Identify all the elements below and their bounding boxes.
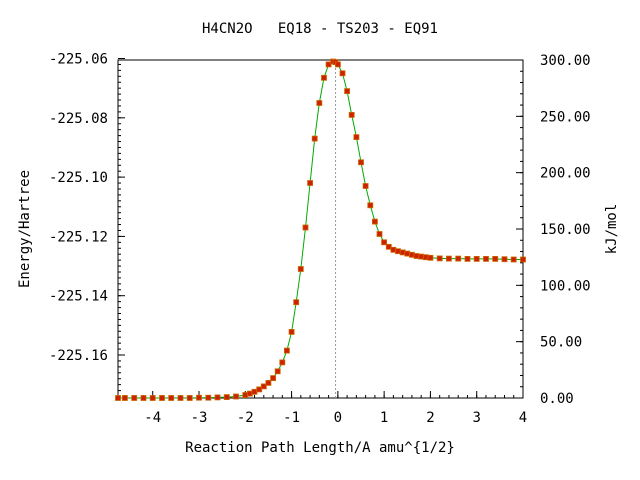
data-point bbox=[520, 256, 526, 263]
data-point bbox=[455, 255, 462, 262]
data-point bbox=[362, 183, 369, 189]
data-point bbox=[436, 255, 443, 262]
data-point bbox=[371, 218, 378, 225]
data-point bbox=[274, 368, 281, 375]
data-point bbox=[293, 299, 300, 306]
data-point bbox=[501, 256, 508, 263]
data-point bbox=[483, 255, 489, 262]
plot-frame bbox=[117, 59, 524, 399]
data-point bbox=[149, 395, 156, 401]
x-tick-label: 0 bbox=[334, 410, 342, 426]
data-point bbox=[445, 255, 452, 262]
x-axis-label: Reaction Path Length/A amu^{1/2} bbox=[185, 440, 455, 456]
data-point bbox=[131, 395, 138, 401]
data-point bbox=[510, 256, 517, 263]
data-point bbox=[251, 388, 258, 395]
data-point bbox=[223, 394, 230, 401]
y2-tick-label: 250.00 bbox=[540, 109, 591, 125]
x-tick-label: 1 bbox=[380, 410, 388, 426]
data-point bbox=[260, 383, 267, 390]
x-axis: -4 -3 -2 -1 0 1 2 3 4 bbox=[124, 391, 527, 426]
data-point bbox=[381, 239, 388, 246]
series-line bbox=[118, 60, 523, 399]
data-point bbox=[186, 395, 193, 401]
x-tick-label: 3 bbox=[472, 410, 480, 426]
data-point bbox=[270, 375, 277, 382]
y2-tick-label: 300.00 bbox=[540, 53, 591, 69]
y-axis-left: -225.06 -225.08 -225.10 -225.12 -225.14 -225.… bbox=[49, 52, 125, 398]
data-point bbox=[395, 248, 401, 255]
y-axis-right: 0.00 50.00 100.00 150.00 200.00 250.00 300.00 bbox=[516, 53, 591, 407]
y2-axis-label: kJ/mol bbox=[604, 204, 620, 255]
data-point bbox=[353, 134, 360, 141]
data-point bbox=[302, 224, 309, 231]
data-point bbox=[279, 359, 286, 366]
data-point bbox=[348, 112, 355, 118]
data-point bbox=[168, 395, 175, 401]
data-point bbox=[413, 253, 420, 259]
data-point bbox=[140, 395, 147, 401]
data-point bbox=[473, 255, 480, 262]
y-tick-label: -225.12 bbox=[49, 229, 108, 245]
x-tick-label: -1 bbox=[283, 410, 300, 426]
x-tick-label: -4 bbox=[144, 410, 161, 426]
data-point bbox=[297, 266, 304, 272]
data-point bbox=[492, 255, 499, 262]
data-point bbox=[265, 379, 272, 386]
data-point bbox=[344, 88, 351, 94]
data-point bbox=[115, 395, 121, 401]
y-tick-label: -225.14 bbox=[49, 289, 108, 305]
data-point bbox=[214, 394, 221, 401]
y2-tick-label: 200.00 bbox=[540, 166, 591, 182]
data-point bbox=[464, 255, 471, 262]
data-point bbox=[159, 395, 165, 401]
x-tick-label: 2 bbox=[426, 410, 434, 426]
x-tick-label: -3 bbox=[191, 410, 208, 426]
data-point bbox=[376, 231, 383, 237]
data-point bbox=[283, 347, 290, 354]
data-point bbox=[196, 394, 202, 401]
y2-tick-label: 0.00 bbox=[540, 391, 574, 407]
y-axis-label: Energy/Hartree bbox=[17, 170, 33, 288]
data-point bbox=[307, 180, 314, 186]
data-point bbox=[311, 135, 318, 142]
data-point bbox=[233, 393, 239, 400]
data-point bbox=[205, 394, 212, 401]
y-tick-label: -225.16 bbox=[49, 348, 108, 364]
series-layer bbox=[115, 58, 526, 401]
data-point bbox=[256, 386, 263, 393]
data-point bbox=[321, 74, 327, 81]
y-tick-label: -225.10 bbox=[49, 170, 108, 186]
data-point bbox=[288, 328, 295, 335]
data-point bbox=[385, 243, 392, 250]
data-point bbox=[325, 61, 332, 68]
data-point bbox=[339, 70, 346, 77]
y2-tick-label: 100.00 bbox=[540, 278, 591, 294]
data-point bbox=[358, 159, 364, 166]
y-tick-label: -225.08 bbox=[49, 111, 108, 127]
x-tick-label: 4 bbox=[519, 410, 527, 426]
y2-tick-label: 50.00 bbox=[540, 335, 582, 351]
data-point bbox=[334, 61, 341, 68]
y2-tick-label: 150.00 bbox=[540, 222, 591, 238]
data-point bbox=[122, 395, 128, 401]
data-point bbox=[367, 202, 374, 209]
data-point bbox=[316, 100, 323, 106]
chart-title: H4CN2O EQ18 - TS203 - EQ91 bbox=[202, 21, 438, 37]
data-point bbox=[177, 395, 184, 401]
data-point bbox=[427, 254, 434, 261]
y-tick-label: -225.06 bbox=[49, 52, 108, 68]
x-tick-label: -2 bbox=[237, 410, 254, 426]
